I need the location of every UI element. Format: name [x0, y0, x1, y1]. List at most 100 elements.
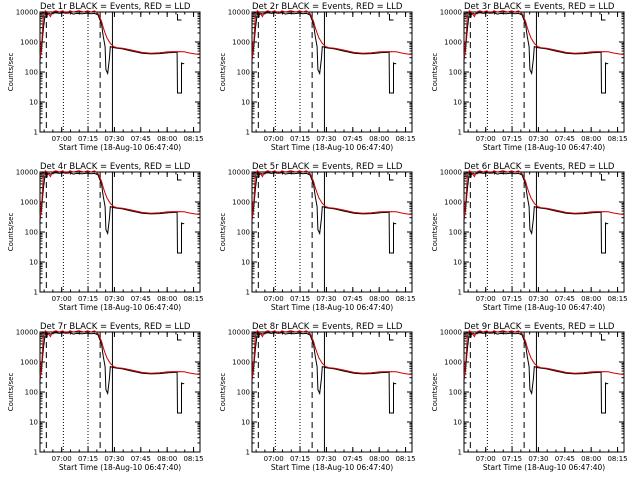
y-tick-label: 10000: [228, 9, 250, 17]
lld-series-line: [251, 330, 413, 378]
x-tick-label: 07:00: [52, 135, 72, 143]
y-tick-label: 1: [246, 449, 250, 457]
x-tick-label: 07:15: [502, 295, 522, 303]
lld-series-line: [39, 170, 201, 218]
y-tick-label: 10: [453, 99, 462, 107]
top-marker-bracket: [600, 334, 606, 341]
x-tick-label: 07:00: [52, 295, 72, 303]
top-marker-bracket: [600, 174, 606, 181]
x-tick-label: 07:30: [104, 455, 124, 463]
plot-frame: [39, 331, 201, 453]
x-tick-label: 08:00: [157, 295, 177, 303]
lld-series-line: [251, 170, 413, 218]
x-tick-label: 07:15: [78, 455, 98, 463]
x-tick-label: 08:00: [581, 135, 601, 143]
x-tick-label: 07:00: [264, 135, 284, 143]
x-tick-label: 08:15: [607, 135, 627, 143]
x-axis-label: Start Time (18-Aug-10 06:47:40): [483, 303, 605, 312]
detector-panel-2: Det 2r BLACK = Events, RED = LLD 1 10 100 10…: [219, 2, 416, 152]
top-marker-bracket: [176, 334, 182, 341]
x-tick-label: 07:45: [343, 135, 363, 143]
y-tick-label: 1000: [444, 199, 462, 207]
lld-series-line: [463, 170, 625, 218]
y-tick-label: 1: [458, 129, 462, 137]
x-tick-label: 08:15: [607, 455, 627, 463]
x-tick-label: 08:00: [157, 455, 177, 463]
x-tick-label: 07:30: [316, 455, 336, 463]
x-tick-label: 08:15: [395, 295, 415, 303]
panel-title: Det 8r BLACK = Events, RED = LLD: [252, 322, 403, 332]
x-tick-label: 07:00: [52, 455, 72, 463]
y-axis-label: Counts/sec: [219, 373, 227, 412]
x-tick-label: 07:00: [476, 295, 496, 303]
y-axis-label: Counts/sec: [7, 53, 15, 92]
y-tick-label: 1000: [20, 39, 38, 47]
x-tick-label: 07:30: [104, 135, 124, 143]
y-tick-label: 10000: [16, 329, 38, 337]
y-tick-label: 1: [34, 289, 38, 297]
y-tick-label: 10: [453, 419, 462, 427]
top-marker-bracket: [176, 14, 182, 21]
panel-title: Det 1r BLACK = Events, RED = LLD: [40, 2, 191, 12]
x-tick-label: 07:30: [528, 295, 548, 303]
x-tick-label: 08:15: [183, 135, 203, 143]
y-tick-label: 1000: [232, 39, 250, 47]
detector-panel-1: Det 1r BLACK = Events, RED = LLD 1 10 100 10…: [7, 2, 204, 152]
y-axis-label: Counts/sec: [431, 213, 439, 252]
x-axis-label: Start Time (18-Aug-10 06:47:40): [271, 143, 393, 152]
top-marker-bracket: [176, 174, 182, 181]
top-marker-bracket: [388, 174, 394, 181]
x-tick-label: 07:30: [528, 455, 548, 463]
x-tick-label: 07:15: [290, 455, 310, 463]
lld-series-line: [39, 330, 201, 378]
x-tick-label: 07:30: [528, 135, 548, 143]
y-tick-label: 100: [237, 389, 250, 397]
x-tick-label: 08:15: [607, 295, 627, 303]
y-tick-label: 10000: [228, 329, 250, 337]
lld-series-line: [251, 10, 413, 58]
y-axis-label: Counts/sec: [431, 53, 439, 92]
plot-frame: [251, 171, 413, 293]
x-tick-label: 08:15: [183, 455, 203, 463]
lld-series-line: [463, 10, 625, 58]
y-tick-label: 1000: [444, 359, 462, 367]
plot-frame: [463, 11, 625, 133]
y-tick-label: 10: [241, 419, 250, 427]
y-tick-label: 10000: [440, 329, 462, 337]
y-tick-label: 10: [453, 259, 462, 267]
lld-series-line: [39, 10, 201, 58]
plot-frame: [463, 331, 625, 453]
y-axis-label: Counts/sec: [7, 213, 15, 252]
y-tick-label: 1: [246, 289, 250, 297]
y-tick-label: 100: [25, 389, 38, 397]
detector-panel-3: Det 3r BLACK = Events, RED = LLD 1 10 100 10…: [431, 2, 628, 152]
detector-panel-4: Det 4r BLACK = Events, RED = LLD 1 10 100 10…: [7, 162, 204, 312]
y-tick-label: 10000: [440, 9, 462, 17]
y-tick-label: 10000: [228, 169, 250, 177]
x-tick-label: 08:00: [369, 455, 389, 463]
x-tick-label: 08:15: [395, 455, 415, 463]
y-tick-label: 1000: [232, 199, 250, 207]
panel-title: Det 6r BLACK = Events, RED = LLD: [464, 162, 615, 172]
x-tick-label: 07:45: [131, 455, 151, 463]
detector-panel-7: Det 7r BLACK = Events, RED = LLD 1 10 100 10…: [7, 322, 204, 472]
y-tick-label: 100: [237, 229, 250, 237]
detector-panel-8: Det 8r BLACK = Events, RED = LLD 1 10 100 10…: [219, 322, 416, 472]
y-tick-label: 100: [449, 69, 462, 77]
x-tick-label: 07:45: [343, 295, 363, 303]
y-tick-label: 1000: [444, 39, 462, 47]
x-tick-label: 07:45: [555, 455, 575, 463]
y-tick-label: 1: [34, 449, 38, 457]
x-tick-label: 08:00: [581, 295, 601, 303]
x-tick-label: 08:00: [369, 135, 389, 143]
panel-title: Det 3r BLACK = Events, RED = LLD: [464, 2, 615, 12]
y-tick-label: 10: [29, 99, 38, 107]
x-tick-label: 08:00: [581, 455, 601, 463]
y-tick-label: 1000: [20, 359, 38, 367]
x-tick-label: 07:00: [476, 455, 496, 463]
x-axis-label: Start Time (18-Aug-10 06:47:40): [483, 463, 605, 472]
y-tick-label: 10000: [440, 169, 462, 177]
y-tick-label: 100: [449, 229, 462, 237]
y-tick-label: 1000: [20, 199, 38, 207]
